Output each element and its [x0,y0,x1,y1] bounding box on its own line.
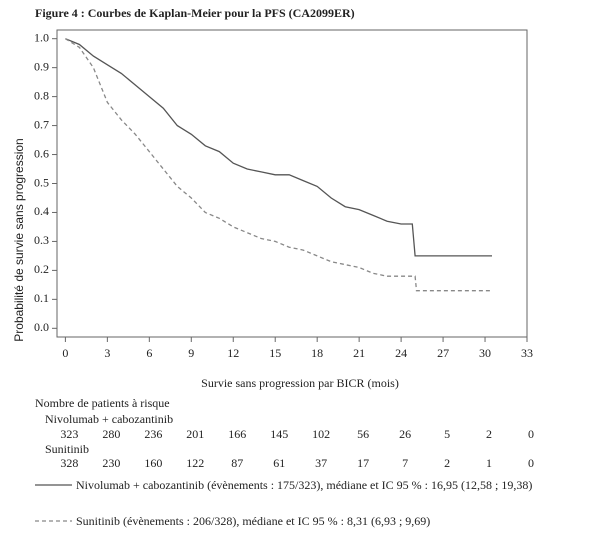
x-tick-label: 0 [62,346,68,360]
risk-count: 87 [231,456,243,470]
risk-count: 323 [60,427,78,441]
x-tick-label: 12 [227,346,239,360]
risk-count: 2 [444,456,450,470]
risk-row-label: Sunitinib [45,442,89,456]
y-tick-label: 0.9 [34,59,49,73]
legend-entry: Nivolumab + cabozantinib (évènements : 1… [76,478,533,492]
y-tick-label: 0.0 [34,320,49,334]
risk-table-title: Nombre de patients à risque [35,396,170,410]
y-tick-label: 0.2 [34,262,49,276]
risk-count: 17 [357,456,369,470]
x-tick-label: 3 [104,346,110,360]
risk-count: 0 [528,456,534,470]
x-tick-label: 9 [188,346,194,360]
survival-curve [65,38,492,292]
risk-count: 145 [270,427,288,441]
risk-count: 160 [144,456,162,470]
y-axis-label: Probabilité de survie sans progression [12,138,26,341]
risk-count: 37 [315,456,327,470]
risk-count: 5 [444,427,450,441]
x-tick-label: 21 [353,346,365,360]
x-tick-label: 30 [479,346,491,360]
survival-curve [65,38,492,257]
x-tick-label: 24 [395,346,407,360]
y-tick-label: 0.4 [34,204,49,218]
risk-count: 1 [486,456,492,470]
risk-count: 122 [186,456,204,470]
y-tick-label: 0.1 [34,291,49,305]
x-axis-label: Survie sans progression par BICR (mois) [201,376,399,390]
risk-row-label: Nivolumab + cabozantinib [45,412,173,426]
y-tick-label: 0.8 [34,88,49,102]
risk-count: 102 [312,427,330,441]
risk-count: 61 [273,456,285,470]
legend-entry: Sunitinib (évènements : 206/328), médian… [76,514,431,528]
risk-count: 280 [102,427,120,441]
risk-count: 328 [60,456,78,470]
risk-count: 201 [186,427,204,441]
x-tick-label: 15 [269,346,281,360]
x-tick-label: 18 [311,346,323,360]
risk-count: 166 [228,427,246,441]
risk-count: 236 [144,427,162,441]
y-tick-label: 0.6 [34,146,49,160]
risk-count: 0 [528,427,534,441]
y-tick-label: 0.5 [34,175,49,189]
x-tick-label: 33 [521,346,533,360]
risk-count: 26 [399,427,411,441]
risk-count: 56 [357,427,369,441]
risk-count: 2 [486,427,492,441]
x-tick-label: 27 [437,346,449,360]
risk-count: 7 [402,456,408,470]
y-tick-label: 0.7 [34,117,49,131]
plot-frame [56,29,528,338]
chart-title: Figure 4 : Courbes de Kaplan-Meier pour … [35,6,355,20]
risk-count: 230 [102,456,120,470]
y-tick-label: 1.0 [34,30,49,44]
x-tick-label: 6 [146,346,152,360]
y-tick-label: 0.3 [34,233,49,247]
